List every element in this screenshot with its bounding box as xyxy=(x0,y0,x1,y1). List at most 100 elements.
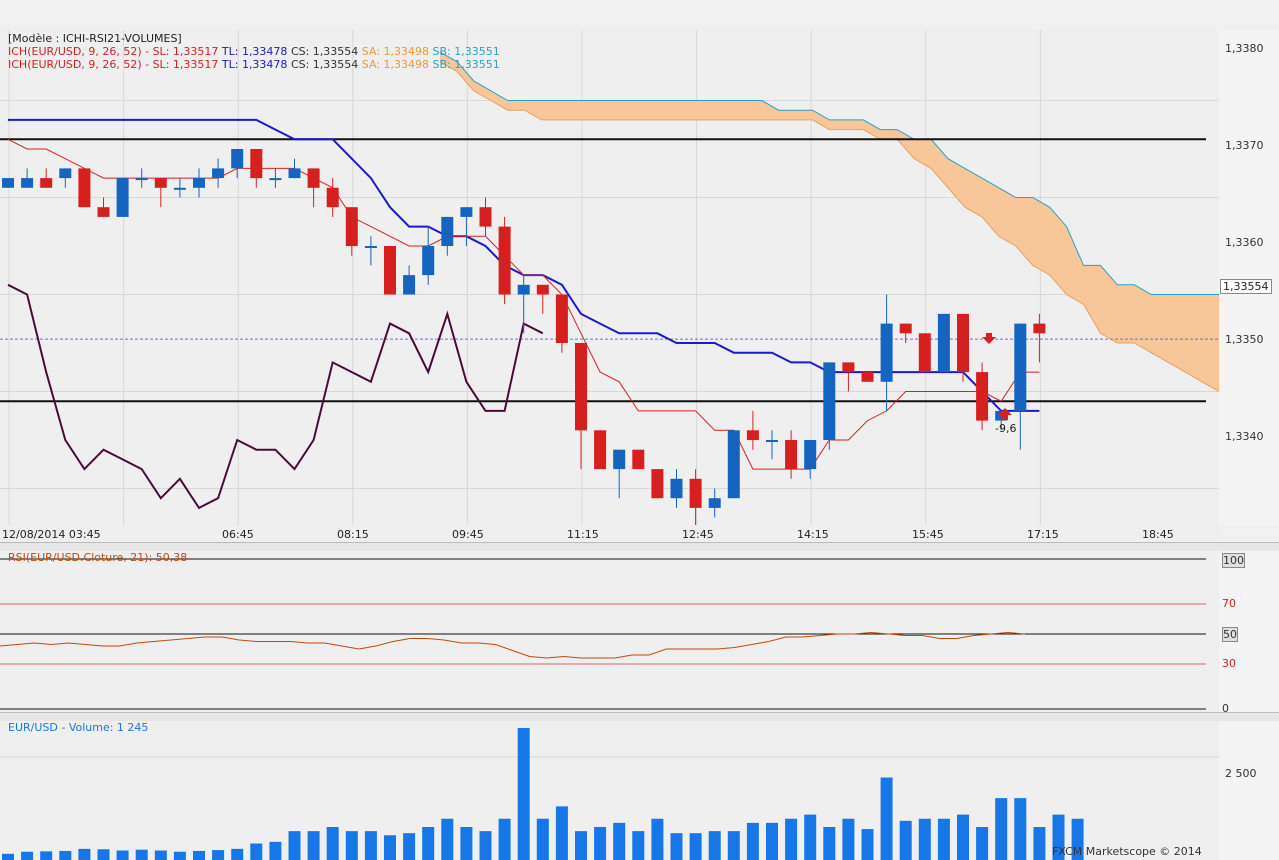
copyright: FXCM Marketscope © 2014 xyxy=(1052,845,1202,858)
candle-body xyxy=(498,226,511,295)
candle-body xyxy=(59,168,72,179)
volume-label: EUR/USD - Volume: 1 245 xyxy=(8,721,149,734)
candle-body xyxy=(422,246,435,276)
candle-body xyxy=(269,178,282,181)
candle-body xyxy=(651,469,664,499)
volume-bar xyxy=(116,850,129,860)
legend-sa: SA: 1,33498 xyxy=(361,58,430,71)
volume-bar xyxy=(976,827,989,860)
volume-bar xyxy=(880,777,893,860)
candle-body xyxy=(460,207,473,217)
legend-ich: ICH(EUR/USD, 9, 26, 52) - xyxy=(8,45,150,58)
volume-tick: 2 500 xyxy=(1225,767,1257,780)
volume-bar xyxy=(21,851,34,860)
volume-bar xyxy=(422,827,435,860)
candle-body xyxy=(708,498,721,508)
legend-sb: SB: 1,33551 xyxy=(432,45,500,58)
model-label: [Modèle : ICHI-RSI21-VOLUMES] xyxy=(8,32,182,45)
rsi-tick: 0 xyxy=(1222,702,1229,715)
volume-bar xyxy=(154,850,167,860)
volume-bar xyxy=(2,853,14,860)
candle-body xyxy=(441,216,454,246)
candle-body xyxy=(78,168,91,208)
legend-sl: SL: 1,33517 xyxy=(152,45,219,58)
volume-bar xyxy=(40,851,53,860)
volume-bar xyxy=(918,818,931,860)
time-tick: 09:45 xyxy=(452,528,484,541)
legend-cs: CS: 1,33554 xyxy=(290,58,359,71)
volume-bar xyxy=(517,728,530,860)
chikou-span-line xyxy=(7,283,544,510)
candle-body xyxy=(689,478,702,508)
signal-arrow-icon xyxy=(998,408,1012,420)
volume-bar xyxy=(307,831,320,860)
volume-chart xyxy=(0,728,1219,860)
volume-bar xyxy=(651,818,664,860)
candle-body xyxy=(880,323,893,382)
volume-bar xyxy=(135,849,148,860)
legend-ich: ICH(EUR/USD, 9, 26, 52) - xyxy=(8,58,150,71)
candle-body xyxy=(173,187,186,190)
senkou-b-line xyxy=(439,51,1219,295)
volume-bar xyxy=(288,831,301,860)
candle-body xyxy=(479,207,492,227)
price-tick: 1,3350 xyxy=(1225,333,1264,346)
volume-bar xyxy=(498,818,511,860)
volume-bar xyxy=(460,827,473,860)
candle-body xyxy=(364,246,377,248)
candle-body xyxy=(97,207,110,217)
rsi-tick: 100 xyxy=(1222,553,1245,568)
volume-bar xyxy=(59,850,72,860)
volume-bar xyxy=(403,833,416,860)
candle-body xyxy=(823,362,836,440)
rsi-chart xyxy=(0,558,1206,710)
volume-bar xyxy=(995,798,1008,860)
volume-bar xyxy=(689,833,702,860)
time-tick: 17:15 xyxy=(1027,528,1059,541)
candle-body xyxy=(899,323,912,334)
candle-body xyxy=(785,440,798,470)
price-tick: 1,3370 xyxy=(1225,139,1264,152)
time-tick: 15:45 xyxy=(912,528,944,541)
volume-bar xyxy=(326,827,339,860)
rsi-label: RSI(EUR/USD.Cloture, 21): 50,38 xyxy=(8,551,188,564)
rsi-line xyxy=(0,631,1026,659)
candle-body xyxy=(1033,323,1046,334)
volume-bar xyxy=(250,843,263,860)
price-tick: 1,3380 xyxy=(1225,42,1264,55)
candle-body xyxy=(288,168,301,179)
senkou-a-line xyxy=(439,61,1219,392)
time-tick: 12:45 xyxy=(682,528,714,541)
volume-bar xyxy=(78,848,91,860)
volume-bar xyxy=(555,806,568,860)
candle-body xyxy=(575,343,587,431)
legend-tl: TL: 1,33478 xyxy=(221,58,288,71)
candle-body xyxy=(555,294,568,343)
candle-body xyxy=(154,178,167,188)
candle-body xyxy=(517,284,530,295)
candle-body xyxy=(632,449,645,470)
volume-bar xyxy=(632,831,645,860)
candle-body xyxy=(250,149,263,179)
price-tick: 1,3340 xyxy=(1225,430,1264,443)
ichimoku-legend-2: ICH(EUR/USD, 9, 26, 52) - SL: 1,33517 TL… xyxy=(8,58,500,71)
volume-bar xyxy=(364,831,377,860)
time-axis: 12/08/2014 03:45 06:45 08:15 09:45 11:15… xyxy=(0,525,1219,545)
candle-body xyxy=(995,410,1008,421)
candle-body xyxy=(861,372,874,382)
candle-body xyxy=(212,168,225,179)
rsi-tick: 70 xyxy=(1222,597,1236,610)
candle-body xyxy=(403,275,416,295)
signal-label: -9,6 xyxy=(995,422,1017,435)
candle-body xyxy=(804,440,817,470)
candle-body xyxy=(193,178,205,188)
volume-bar xyxy=(937,818,950,860)
volume-bar xyxy=(269,841,282,860)
volume-bar xyxy=(1071,818,1084,860)
legend-sa: SA: 1,33498 xyxy=(361,45,430,58)
volume-bar xyxy=(613,822,626,860)
volume-bar xyxy=(384,835,396,860)
sell-arrow-icon xyxy=(982,333,996,344)
candle-body xyxy=(842,362,855,373)
price-chart xyxy=(0,30,1219,525)
